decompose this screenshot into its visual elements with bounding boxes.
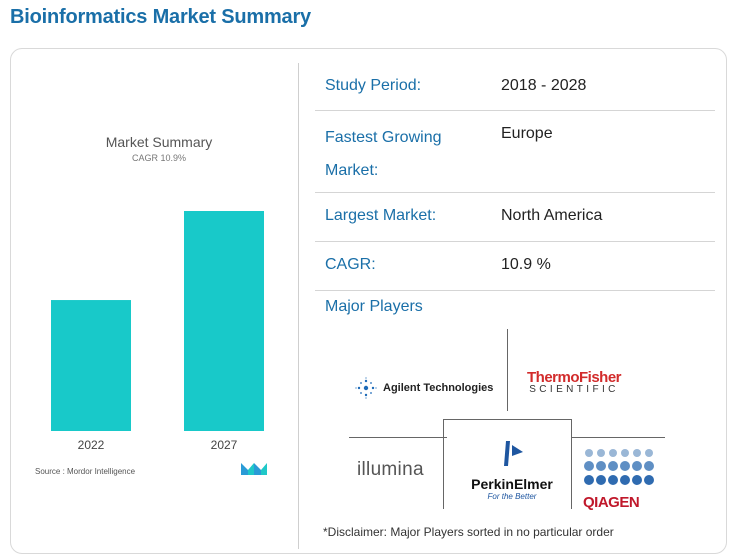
study-period-value: 2018 - 2028 bbox=[501, 77, 587, 94]
agilent-spark-icon bbox=[355, 377, 377, 399]
cagr-value: 10.9 % bbox=[501, 256, 551, 273]
grid-line bbox=[571, 437, 665, 438]
disclaimer: *Disclaimer: Major Players sorted in no … bbox=[323, 525, 614, 539]
thermofisher-sub: SCIENTIFIC bbox=[529, 384, 619, 395]
chart-panel: Market Summary CAGR 10.9% 2022 2027 Sourc… bbox=[11, 49, 299, 555]
row-fastest-growing: Fastest Growing Market: Europe bbox=[315, 111, 715, 193]
x-tick-label: 2022 bbox=[78, 438, 105, 452]
chart-subtitle: CAGR 10.9% bbox=[131, 153, 187, 163]
bar-2022 bbox=[51, 300, 131, 431]
x-tick-label: 2027 bbox=[211, 438, 238, 452]
largest-market-value: North America bbox=[501, 207, 603, 224]
fastest-growing-label: Fastest Growing Market: bbox=[325, 129, 442, 179]
grid-line bbox=[507, 329, 508, 411]
fastest-growing-value: Europe bbox=[501, 125, 553, 142]
perkinelmer-tagline: For the Better bbox=[487, 492, 537, 501]
agilent-name: Agilent Technologies bbox=[383, 382, 494, 394]
grid-line bbox=[349, 437, 447, 438]
chart-source: Source : Mordor Intelligence bbox=[35, 467, 136, 476]
chart-title: Market Summary bbox=[105, 134, 213, 150]
market-summary-card: Market Summary CAGR 10.9% 2022 2027 Sourc… bbox=[10, 48, 727, 554]
bar-chart: 2022 2027 bbox=[51, 211, 264, 452]
cagr-label: CAGR: bbox=[325, 256, 376, 273]
illumina-logo: illumina bbox=[357, 459, 424, 480]
qiagen-dots-icon bbox=[584, 449, 654, 485]
thermofisher-name: ThermoFisher bbox=[527, 369, 622, 386]
major-players-label: Major Players bbox=[325, 298, 423, 315]
row-largest-market: Largest Market: North America bbox=[315, 193, 715, 242]
agilent-logo: Agilent Technologies bbox=[355, 377, 493, 399]
qiagen-name: QIAGEN bbox=[583, 494, 640, 511]
row-cagr: CAGR: 10.9 % bbox=[315, 242, 715, 291]
page-title: Bioinformatics Market Summary bbox=[10, 6, 311, 28]
perkinelmer-mark-icon bbox=[504, 441, 523, 466]
mordor-intelligence-logo bbox=[241, 463, 267, 475]
study-period-label: Study Period: bbox=[325, 77, 422, 94]
summary-table: Study Period: 2018 - 2028 Fastest Growin… bbox=[315, 63, 715, 315]
grid-line bbox=[443, 419, 571, 420]
perkinelmer-logo: PerkinElmer For the Better bbox=[453, 439, 571, 501]
grid-line bbox=[443, 419, 444, 509]
bar-2027 bbox=[184, 211, 264, 431]
thermofisher-logo: ThermoFisher SCIENTIFIC bbox=[527, 369, 622, 395]
qiagen-logo: QIAGEN bbox=[583, 447, 655, 511]
major-players-grid: Agilent Technologies ThermoFisher SCIENT… bbox=[315, 329, 715, 511]
grid-line bbox=[571, 419, 572, 509]
perkinelmer-name: PerkinElmer bbox=[471, 476, 553, 492]
largest-market-label: Largest Market: bbox=[325, 207, 437, 224]
row-study-period: Study Period: 2018 - 2028 bbox=[315, 63, 715, 111]
vertical-divider bbox=[298, 63, 299, 549]
